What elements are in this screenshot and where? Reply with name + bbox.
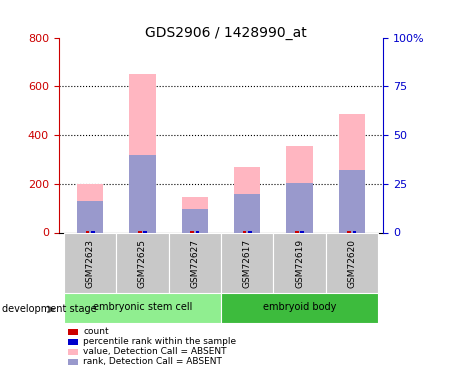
- Bar: [86, 231, 89, 232]
- Bar: [138, 231, 142, 232]
- Bar: [129, 154, 156, 232]
- Bar: [64, 292, 221, 322]
- Bar: [64, 232, 116, 292]
- Text: GSM72625: GSM72625: [138, 238, 147, 288]
- Text: value, Detection Call = ABSENT: value, Detection Call = ABSENT: [83, 347, 227, 356]
- Bar: [353, 231, 356, 232]
- Bar: [286, 146, 313, 232]
- Text: embryonic stem cell: embryonic stem cell: [93, 303, 192, 312]
- Bar: [339, 114, 365, 232]
- Text: percentile rank within the sample: percentile rank within the sample: [83, 337, 237, 346]
- Bar: [116, 232, 169, 292]
- Bar: [91, 231, 95, 232]
- Text: embryoid body: embryoid body: [263, 303, 336, 312]
- Bar: [248, 231, 252, 232]
- Bar: [129, 74, 156, 232]
- Text: development stage: development stage: [2, 304, 97, 314]
- Text: GSM72619: GSM72619: [295, 238, 304, 288]
- Bar: [234, 166, 260, 232]
- Bar: [347, 231, 351, 232]
- Text: GSM72617: GSM72617: [243, 238, 252, 288]
- Bar: [286, 183, 313, 232]
- Bar: [300, 231, 304, 232]
- Text: GSM72627: GSM72627: [190, 238, 199, 288]
- Bar: [326, 232, 378, 292]
- Text: count: count: [83, 327, 109, 336]
- Bar: [143, 231, 147, 232]
- Bar: [77, 184, 103, 232]
- Bar: [190, 231, 194, 232]
- Text: GSM72620: GSM72620: [347, 238, 356, 288]
- Bar: [295, 231, 299, 232]
- Bar: [182, 197, 208, 232]
- Text: GSM72623: GSM72623: [86, 238, 95, 288]
- Bar: [221, 292, 378, 322]
- Bar: [273, 232, 326, 292]
- Bar: [243, 231, 246, 232]
- Bar: [169, 232, 221, 292]
- Text: GDS2906 / 1428990_at: GDS2906 / 1428990_at: [145, 26, 306, 40]
- Bar: [196, 231, 199, 232]
- Bar: [234, 194, 260, 232]
- Bar: [77, 201, 103, 232]
- Bar: [221, 232, 273, 292]
- Bar: [182, 209, 208, 232]
- Text: rank, Detection Call = ABSENT: rank, Detection Call = ABSENT: [83, 357, 222, 366]
- Bar: [339, 170, 365, 232]
